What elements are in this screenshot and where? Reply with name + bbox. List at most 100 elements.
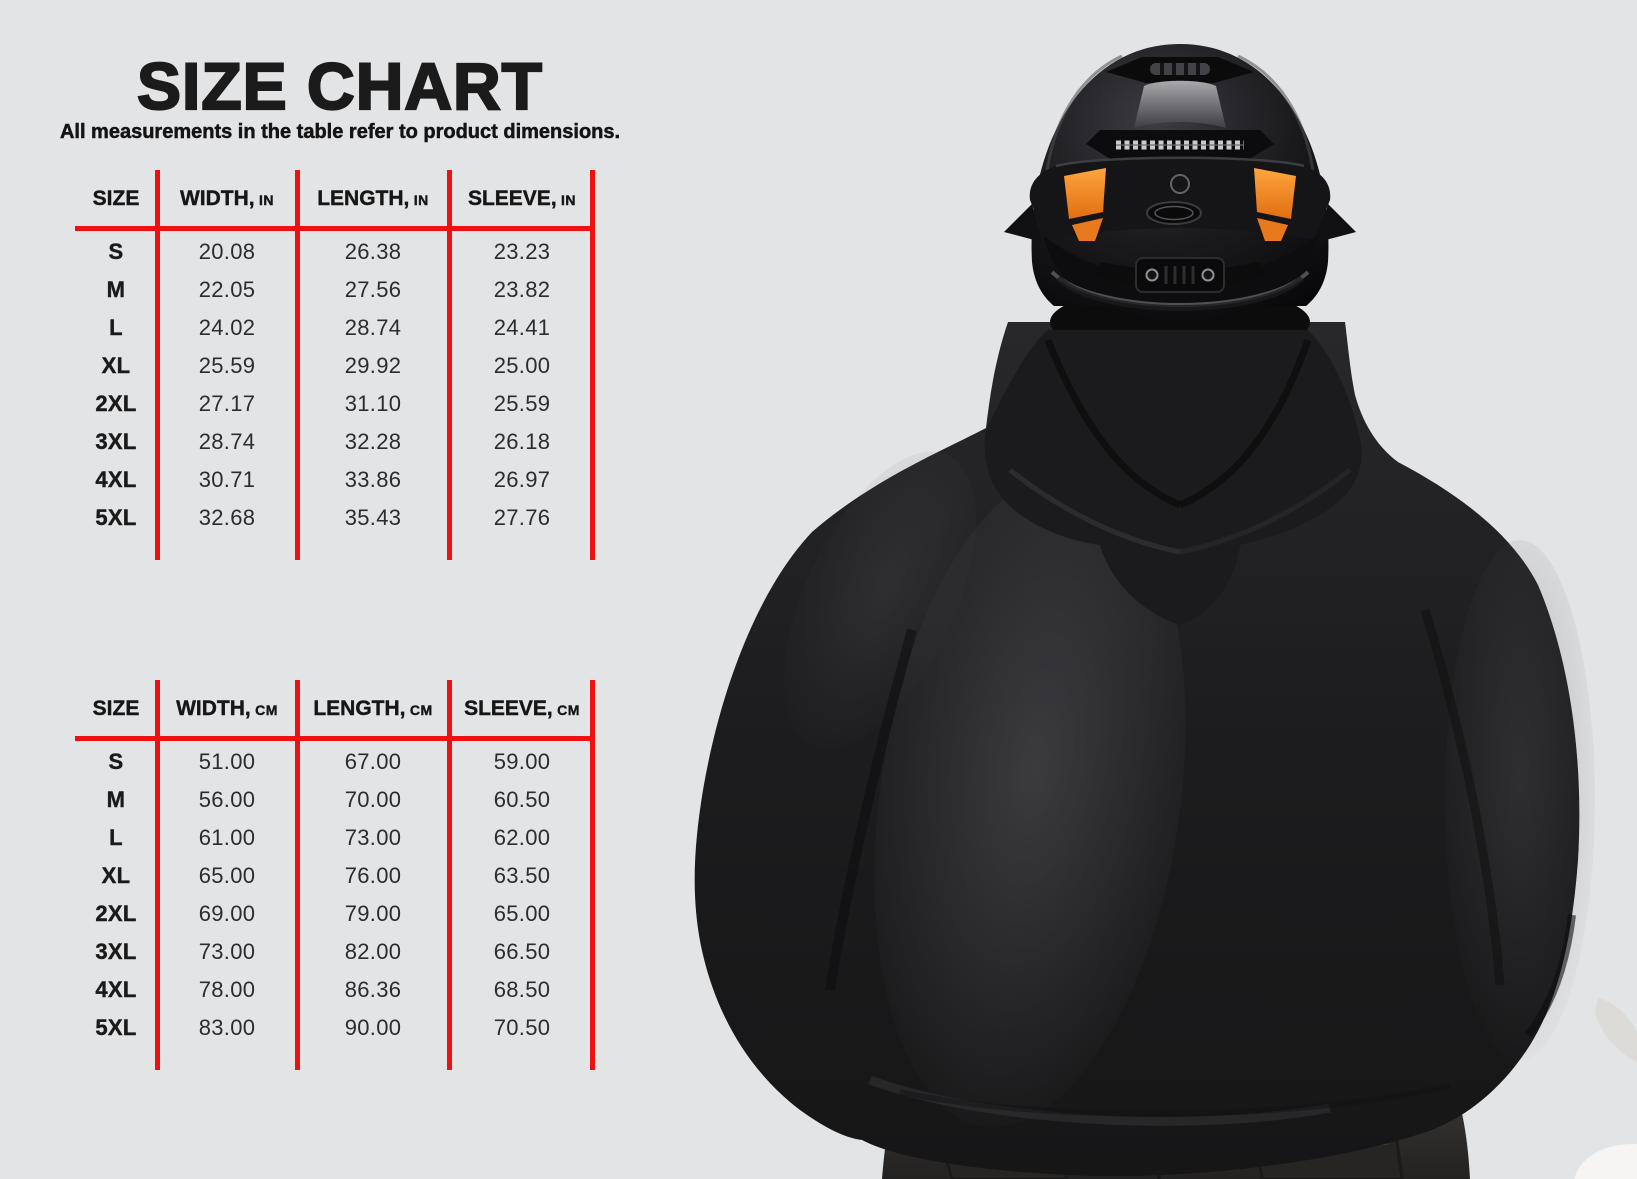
red-header-underline [75, 226, 595, 231]
value-cell: 27.76 [493, 505, 551, 530]
value-cell: 23.82 [493, 277, 551, 302]
product-photo-man-back-view [650, 0, 1637, 1179]
value-cell: 56.00 [198, 787, 256, 812]
column-header: SIZE [75, 697, 157, 721]
column-label: LENGTH, [313, 697, 406, 720]
size-cell: L [109, 825, 123, 850]
column-header: WIDTH, IN [157, 187, 297, 211]
column-label: SLEEVE, [467, 187, 557, 210]
red-column-divider [155, 680, 160, 1070]
value-cell: 32.28 [344, 429, 402, 454]
table-row: XL 65.00 76.00 63.50 [75, 857, 595, 895]
table-row: 2XL 69.00 79.00 65.00 [75, 895, 595, 933]
helmet-buckle-plate [1135, 257, 1225, 293]
helmet-orange-reflectors [1064, 168, 1296, 241]
value-cell: 82.00 [344, 939, 402, 964]
value-cell: 86.36 [344, 977, 402, 1002]
value-cell: 24.02 [198, 315, 256, 340]
table-row: 3XL 28.74 32.28 26.18 [75, 423, 595, 461]
value-cell: 29.92 [344, 353, 402, 378]
column-unit: CM [405, 702, 433, 718]
value-cell: 69.00 [198, 901, 256, 926]
red-column-divider [447, 680, 452, 1070]
size-cell: L [109, 315, 123, 340]
page-title: SIZE CHART [136, 48, 543, 124]
value-cell: 59.00 [493, 749, 551, 774]
value-cell: 20.08 [198, 239, 256, 264]
value-cell: 25.59 [493, 391, 551, 416]
red-column-divider [295, 680, 300, 1070]
value-cell: 76.00 [344, 863, 402, 888]
size-cell: XL [101, 863, 131, 888]
page-subtitle: All measurements in the table refer to p… [59, 121, 621, 144]
value-cell: 28.74 [198, 429, 256, 454]
table-body: S 20.08 26.38 23.23 M 22.05 27.56 23.82 L 24.02 28… [75, 228, 595, 537]
value-cell: 22.05 [198, 277, 256, 302]
size-cell: M [106, 787, 126, 812]
column-label: SIZE [92, 187, 140, 210]
table-row: XL 25.59 29.92 25.00 [75, 347, 595, 385]
value-cell: 31.10 [344, 391, 402, 416]
column-header: LENGTH, CM [297, 697, 449, 721]
value-cell: 70.00 [344, 787, 402, 812]
column-header: LENGTH, IN [297, 187, 449, 211]
size-cell: S [108, 239, 124, 264]
value-cell: 70.50 [493, 1015, 551, 1040]
table-row: 4XL 30.71 33.86 26.97 [75, 461, 595, 499]
size-table-centimeters: SIZE WIDTH, CM LENGTH, CM SLEEVE, CM S 51.00 6… [75, 680, 595, 1070]
value-cell: 62.00 [493, 825, 551, 850]
size-cell: S [108, 749, 124, 774]
value-cell: 25.00 [493, 353, 551, 378]
value-cell: 65.00 [493, 901, 551, 926]
value-cell: 32.68 [198, 505, 256, 530]
red-column-divider [447, 170, 452, 560]
size-cell: M [106, 277, 126, 302]
size-cell: 3XL [95, 939, 137, 964]
value-cell: 25.59 [198, 353, 256, 378]
column-label: WIDTH, [176, 697, 251, 720]
table-row: M 56.00 70.00 60.50 [75, 781, 595, 819]
size-cell: 3XL [95, 429, 137, 454]
value-cell: 35.43 [344, 505, 402, 530]
column-header: SIZE [75, 187, 157, 211]
column-header: SLEEVE, CM [449, 697, 595, 721]
column-label: SLEEVE, [464, 697, 553, 720]
value-cell: 67.00 [344, 749, 402, 774]
value-cell: 27.17 [198, 391, 256, 416]
size-cell: 5XL [95, 1015, 137, 1040]
size-cell: 4XL [95, 467, 137, 492]
table-body: S 51.00 67.00 59.00 M 56.00 70.00 60.50 L 61.00 73… [75, 738, 595, 1047]
column-header: WIDTH, CM [157, 697, 297, 721]
column-label: LENGTH, [317, 187, 410, 210]
size-cell: XL [101, 353, 131, 378]
value-cell: 83.00 [198, 1015, 256, 1040]
value-cell: 90.00 [344, 1015, 402, 1040]
size-cell: 5XL [95, 505, 137, 530]
value-cell: 28.74 [344, 315, 402, 340]
table-row: M 22.05 27.56 23.82 [75, 271, 595, 309]
table-row: 4XL 78.00 86.36 68.50 [75, 971, 595, 1009]
table-row: L 24.02 28.74 24.41 [75, 309, 595, 347]
value-cell: 66.50 [493, 939, 551, 964]
table-header-row: SIZE WIDTH, CM LENGTH, CM SLEEVE, CM [75, 680, 595, 738]
red-column-divider [590, 170, 595, 560]
value-cell: 65.00 [198, 863, 256, 888]
table-row: 3XL 73.00 82.00 66.50 [75, 933, 595, 971]
value-cell: 63.50 [493, 863, 551, 888]
value-cell: 78.00 [198, 977, 256, 1002]
column-unit: CM [552, 702, 580, 718]
motorcycle-helmet [1004, 44, 1356, 320]
table-row: 5XL 83.00 90.00 70.50 [75, 1009, 595, 1047]
column-label: SIZE [92, 697, 140, 720]
value-cell: 68.50 [493, 977, 551, 1002]
table-header-row: SIZE WIDTH, IN LENGTH, IN SLEEVE, IN [75, 170, 595, 228]
size-cell: 4XL [95, 977, 137, 1002]
table-row: L 61.00 73.00 62.00 [75, 819, 595, 857]
table-row: 2XL 27.17 31.10 25.59 [75, 385, 595, 423]
size-table-inches: SIZE WIDTH, IN LENGTH, IN SLEEVE, IN S 20.08 2… [75, 170, 595, 560]
value-cell: 73.00 [344, 825, 402, 850]
value-cell: 30.71 [198, 467, 256, 492]
column-unit: CM [250, 702, 278, 718]
glove-highlight [1574, 998, 1637, 1179]
value-cell: 79.00 [344, 901, 402, 926]
